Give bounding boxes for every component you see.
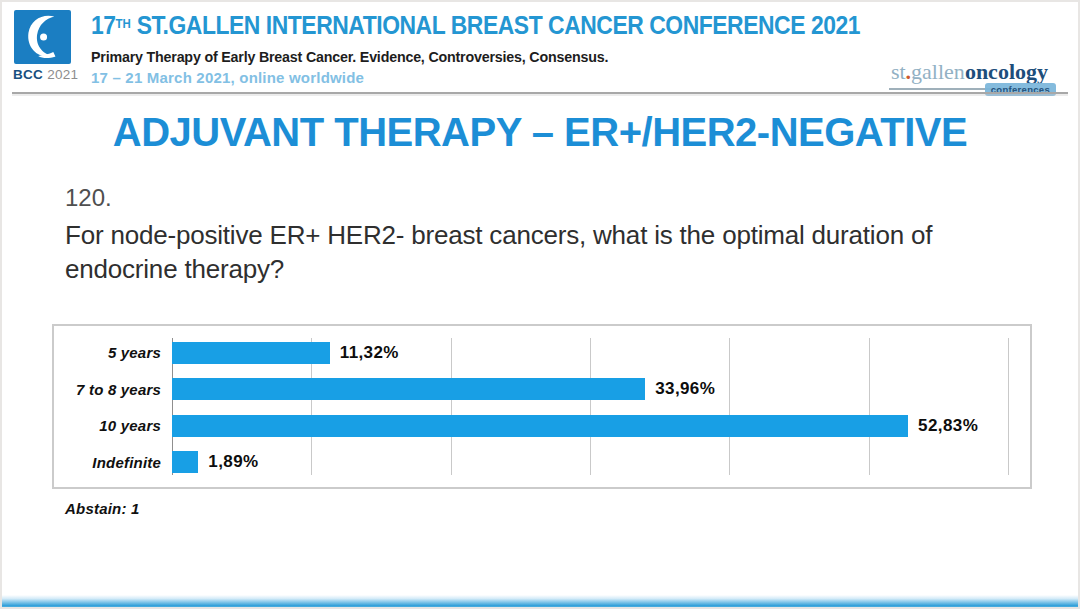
bar [172,342,330,364]
bar-track: 52,83% [172,413,1008,438]
conference-title: 17TH ST.GALLEN INTERNATIONAL BREAST CANC… [91,10,860,41]
category-label: Indefinite [54,454,172,471]
bar-track: 11,32% [172,340,1008,365]
chart-row: 10 years 52,83% [54,413,1008,438]
value-label: 33,96% [655,379,715,399]
category-label: 10 years [54,417,172,434]
conference-dates: 17 – 21 March 2021, online worldwide [91,69,364,86]
bcc-logo [14,10,71,64]
abstain-note: Abstain: 1 [65,500,140,517]
bar [172,378,645,400]
bcc-year: 2021 [47,67,78,82]
value-label: 52,83% [918,416,978,436]
bar [172,451,198,473]
poll-results-chart: 5 years 11,32% 7 to 8 years 33,96% 10 years 5… [52,324,1032,489]
chart-row: 7 to 8 years 33,96% [54,377,1008,402]
swan-logo-icon [14,10,71,64]
question-number: 120. [65,184,112,212]
header-divider [12,92,1068,94]
question-text: For node-positive ER+ HER2- breast cance… [65,218,945,286]
chart-row: 5 years 11,32% [54,340,1008,365]
chart-rows: 5 years 11,32% 7 to 8 years 33,96% 10 years 5… [54,340,1008,475]
value-label: 1,89% [208,452,258,472]
conference-subtitle: Primary Therapy of Early Breast Cancer. … [91,48,608,65]
bcc-text: BCC [13,67,43,82]
conference-title-ordinal: TH [116,16,131,31]
bar-track: 1,89% [172,450,1008,475]
org-logo-oncology: oncology [965,59,1048,84]
slide-title: ADJUVANT THERAPY – ER+/HER2-NEGATIVE [2,110,1078,155]
value-label: 11,32% [340,343,399,363]
bar-track: 33,96% [172,377,1008,402]
conference-title-text: ST.GALLEN INTERNATIONAL BREAST CANCER CO… [131,10,860,40]
slide: BCC 2021 17TH ST.GALLEN INTERNATIONAL BRE… [0,0,1080,609]
conference-title-number: 17 [91,10,116,40]
stgallen-oncology-logo: st.gallenoncology conferences [889,59,1050,90]
conferences-badge: conferences [985,83,1056,96]
org-logo-st: st [891,59,906,84]
gridline [1008,338,1009,475]
chart-row: Indefinite 1,89% [54,450,1008,475]
header-title-block: 17TH ST.GALLEN INTERNATIONAL BREAST CANC… [91,10,965,41]
org-logo-gallen: gallen [911,59,965,84]
bar [172,415,908,437]
category-label: 7 to 8 years [54,381,172,398]
bcc-logo-caption: BCC 2021 [13,67,93,82]
category-label: 5 years [54,344,172,361]
bottom-accent-bar [2,595,1078,607]
